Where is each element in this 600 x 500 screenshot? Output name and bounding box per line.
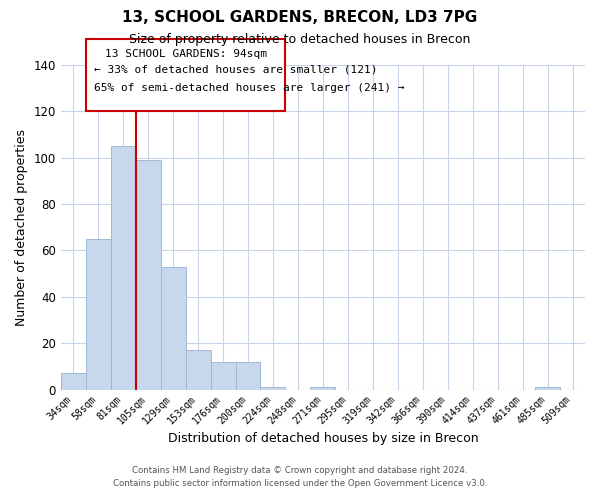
Bar bbox=[535, 388, 560, 390]
Bar bbox=[236, 362, 260, 390]
Text: 65% of semi-detached houses are larger (241) →: 65% of semi-detached houses are larger (… bbox=[94, 83, 404, 93]
Text: ← 33% of detached houses are smaller (121): ← 33% of detached houses are smaller (12… bbox=[94, 65, 377, 75]
Bar bbox=[161, 266, 185, 390]
Bar bbox=[185, 350, 211, 390]
Bar bbox=[310, 388, 335, 390]
Text: Contains HM Land Registry data © Crown copyright and database right 2024.
Contai: Contains HM Land Registry data © Crown c… bbox=[113, 466, 487, 487]
Bar bbox=[211, 362, 236, 390]
Text: 13, SCHOOL GARDENS, BRECON, LD3 7PG: 13, SCHOOL GARDENS, BRECON, LD3 7PG bbox=[122, 10, 478, 25]
X-axis label: Distribution of detached houses by size in Brecon: Distribution of detached houses by size … bbox=[167, 432, 478, 445]
Bar bbox=[260, 388, 286, 390]
Bar bbox=[61, 374, 86, 390]
Bar bbox=[136, 160, 161, 390]
FancyBboxPatch shape bbox=[86, 39, 286, 112]
Text: 13 SCHOOL GARDENS: 94sqm: 13 SCHOOL GARDENS: 94sqm bbox=[104, 49, 266, 59]
Bar bbox=[86, 239, 111, 390]
Bar bbox=[111, 146, 136, 390]
Text: Size of property relative to detached houses in Brecon: Size of property relative to detached ho… bbox=[130, 32, 470, 46]
Y-axis label: Number of detached properties: Number of detached properties bbox=[15, 129, 28, 326]
